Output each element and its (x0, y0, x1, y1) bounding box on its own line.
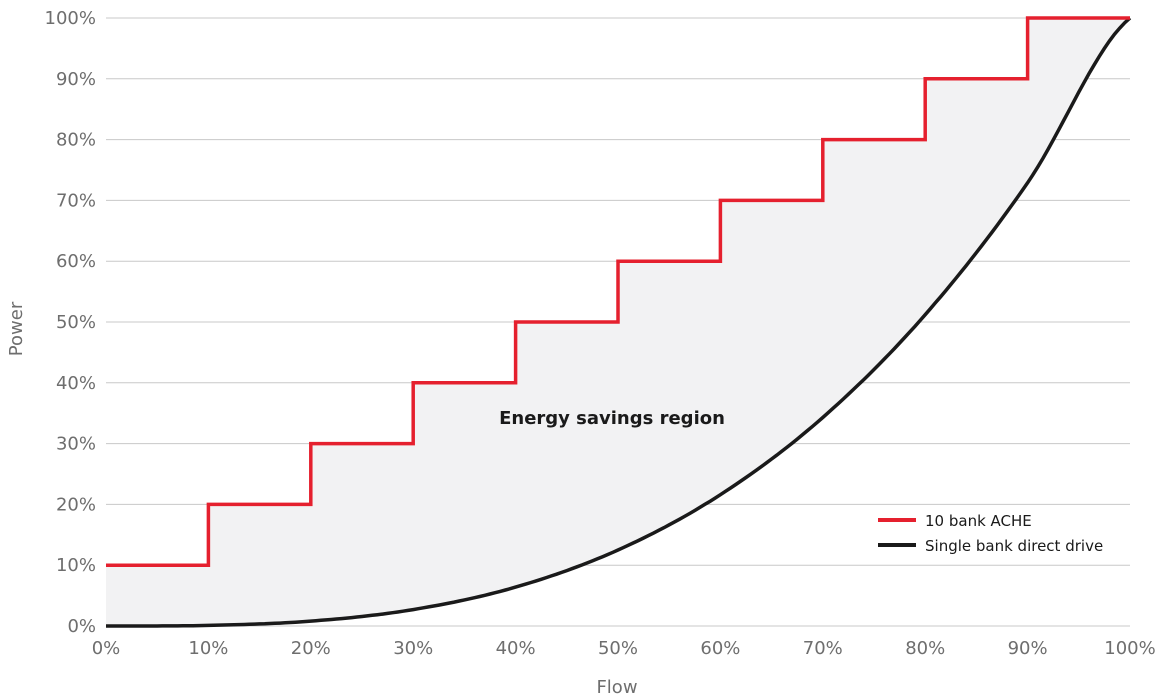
y-tick-label: 50% (56, 312, 96, 333)
x-tick-label: 60% (700, 638, 740, 659)
x-axis-ticks: 0% 10% 20% 30% 40% 50% 60% 70% 80% 90% 100% (92, 638, 1156, 659)
y-tick-label: 90% (56, 69, 96, 90)
legend-label-single-bank: Single bank direct drive (925, 537, 1103, 555)
x-tick-label: 70% (803, 638, 843, 659)
y-tick-label: 40% (56, 373, 96, 394)
legend: 10 bank ACHE Single bank direct drive (878, 512, 1103, 555)
ten-bank-ache-step-line (106, 16, 1130, 567)
x-tick-label: 50% (598, 638, 638, 659)
energy-savings-annotation: Energy savings region (499, 408, 725, 429)
x-tick-label: 0% (92, 638, 121, 659)
x-tick-label: 20% (291, 638, 331, 659)
y-tick-label: 100% (45, 8, 96, 29)
legend-label-10-bank: 10 bank ACHE (925, 512, 1032, 530)
x-tick-label: 90% (1008, 638, 1048, 659)
y-tick-label: 0% (67, 616, 96, 637)
single-bank-direct-drive-line (106, 16, 1132, 628)
x-tick-label: 30% (393, 638, 433, 659)
y-axis-ticks: 0% 10% 20% 30% 40% 50% 60% 70% 80% 90% 100% (45, 8, 96, 637)
y-tick-label: 20% (56, 494, 96, 515)
x-tick-label: 100% (1104, 638, 1155, 659)
y-tick-label: 80% (56, 130, 96, 151)
y-tick-label: 30% (56, 434, 96, 455)
x-tick-label: 40% (496, 638, 536, 659)
x-tick-label: 10% (188, 638, 228, 659)
x-tick-label: 80% (905, 638, 945, 659)
x-axis-label: Flow (596, 677, 637, 698)
y-tick-label: 10% (56, 555, 96, 576)
y-tick-label: 70% (56, 190, 96, 211)
y-axis-label: Power (6, 301, 27, 356)
y-tick-label: 60% (56, 251, 96, 272)
